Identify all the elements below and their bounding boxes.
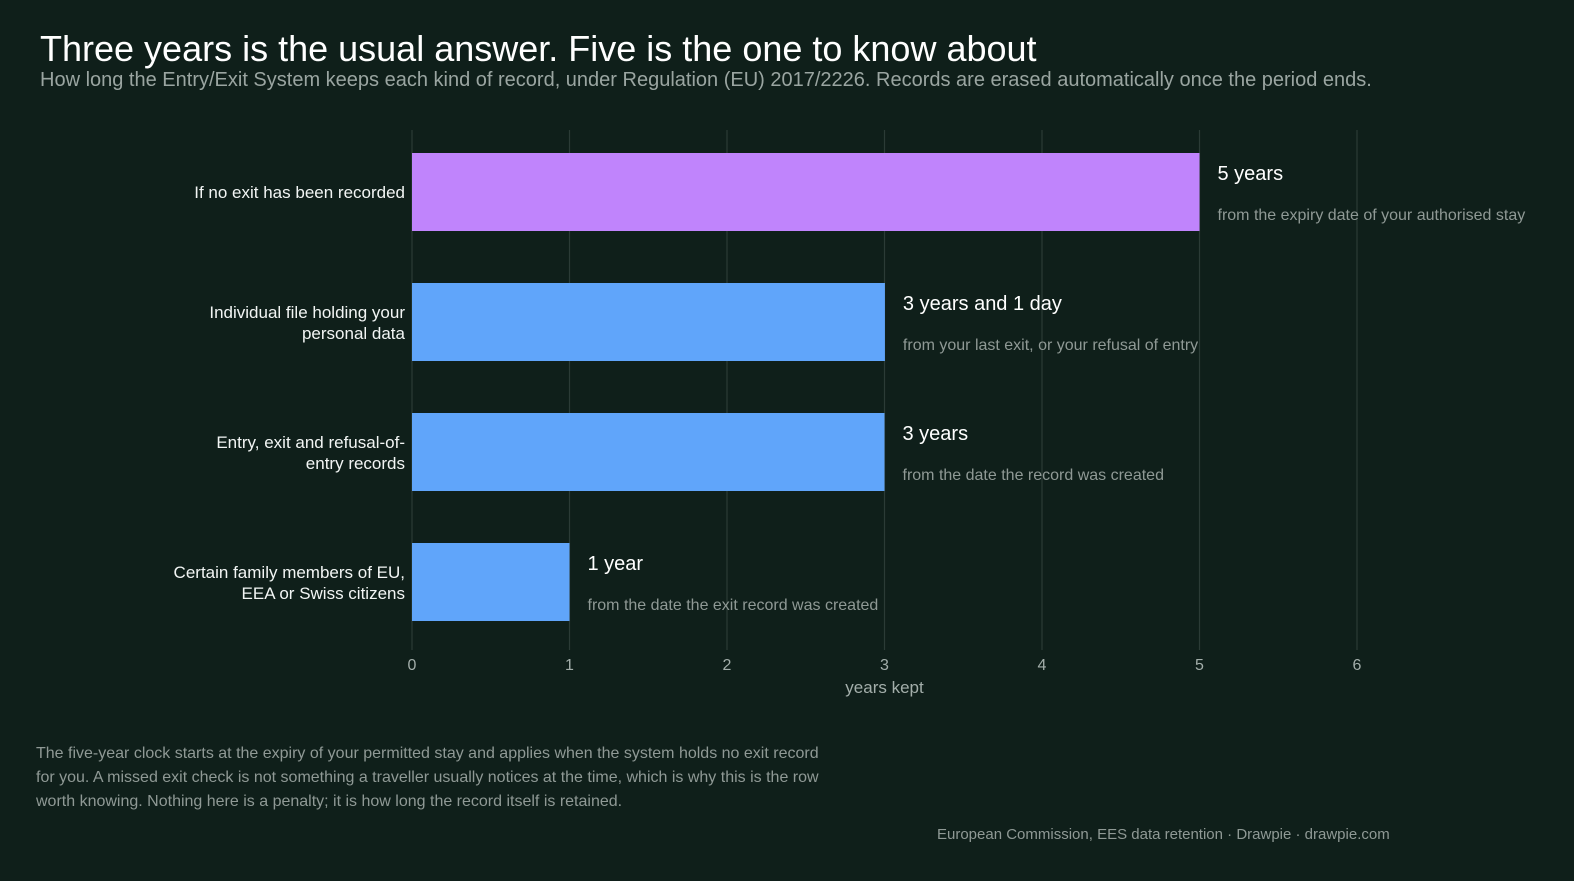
category-label: entry records <box>306 454 405 473</box>
value-sublabel: from your last exit, or your refusal of … <box>903 337 1198 354</box>
x-axis-label: years kept <box>845 678 924 697</box>
source-credit: European Commission, EES data retention … <box>937 826 1390 843</box>
chart-title: Three years is the usual answer. Five is… <box>40 28 1037 69</box>
bar <box>412 153 1200 231</box>
x-tick-label: 5 <box>1195 657 1204 674</box>
x-tick-label: 1 <box>565 657 574 674</box>
footnote: The five-year clock starts at the expiry… <box>36 745 819 810</box>
value-sublabel: from the expiry date of your authorised … <box>1218 207 1526 224</box>
value-label: 5 years <box>1218 163 1284 185</box>
category-label: Certain family members of EU, <box>174 563 405 582</box>
x-tick-label: 3 <box>880 657 889 674</box>
value-label: 3 years <box>903 423 969 445</box>
value-label: 3 years and 1 day <box>903 293 1062 315</box>
x-tick-label: 0 <box>408 657 417 674</box>
category-label: Individual file holding your <box>209 303 405 322</box>
category-label: Entry, exit and refusal-of- <box>216 433 405 452</box>
x-tick-label: 6 <box>1353 657 1362 674</box>
bar <box>412 413 885 491</box>
chart-subtitle: How long the Entry/Exit System keeps eac… <box>40 69 1372 91</box>
value-sublabel: from the date the exit record was create… <box>588 597 879 614</box>
value-label: 1 year <box>588 553 644 575</box>
category-label: personal data <box>302 324 406 343</box>
x-tick-label: 4 <box>1038 657 1047 674</box>
bar <box>412 543 570 621</box>
x-tick-label: 2 <box>723 657 732 674</box>
bar-chart: 0 1 2 3 4 5 6 years kept If no exit has been rec… <box>174 130 1526 697</box>
bar <box>412 283 885 361</box>
category-label: If no exit has been recorded <box>194 183 405 202</box>
category-label: EEA or Swiss citizens <box>242 584 405 603</box>
value-sublabel: from the date the record was created <box>903 467 1164 484</box>
